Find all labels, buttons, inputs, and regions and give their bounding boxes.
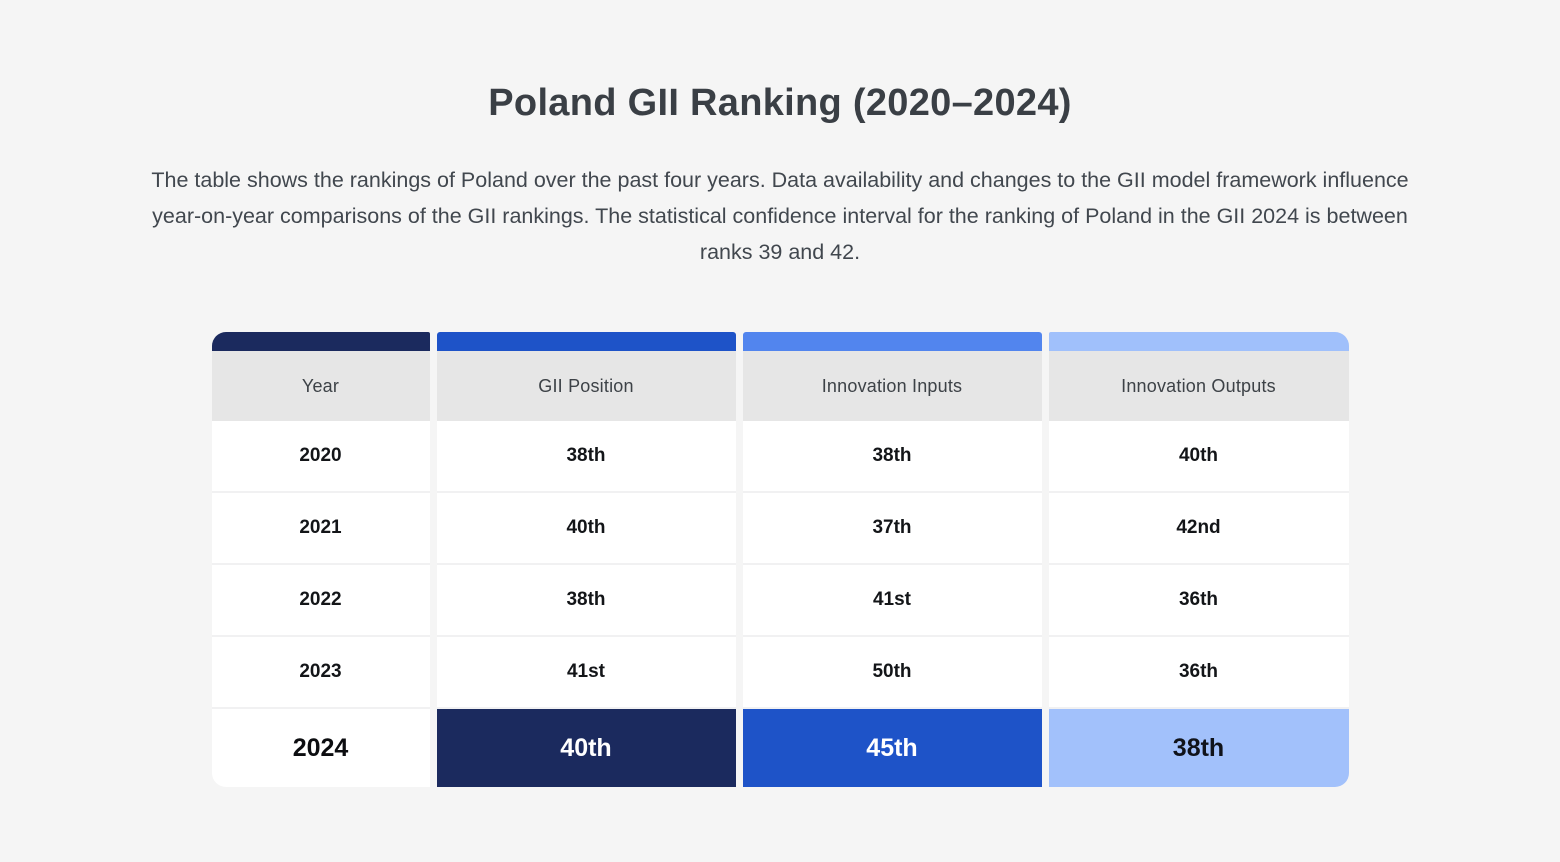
highlight-cell-2024-gii: 40th [436, 709, 736, 787]
cell-2023-outputs: 36th [1048, 637, 1349, 709]
cell-2021-outputs: 42nd [1048, 493, 1349, 565]
cell-2022-year: 2022 [211, 565, 430, 637]
highlight-cell-2024-inputs: 45th [742, 709, 1042, 787]
cell-2021-inputs: 37th [742, 493, 1042, 565]
column-strip-gii [436, 332, 736, 351]
gii-ranking-table: Year GII Position Innovation Inputs Inno… [211, 332, 1349, 787]
page-title: Poland GII Ranking (2020–2024) [488, 82, 1072, 124]
highlight-cell-2024-year: 2024 [211, 709, 430, 787]
column-strip-inputs [742, 332, 1042, 351]
header-cell-gii: GII Position [436, 351, 736, 421]
cell-2022-gii: 38th [436, 565, 736, 637]
cell-2022-inputs: 41st [742, 565, 1042, 637]
cell-2020-gii: 38th [436, 421, 736, 493]
highlight-cell-2024-outputs: 38th [1048, 709, 1349, 787]
cell-2023-gii: 41st [436, 637, 736, 709]
cell-2023-inputs: 50th [742, 637, 1042, 709]
header-cell-outputs: Innovation Outputs [1048, 351, 1349, 421]
header-cell-year: Year [211, 351, 430, 421]
header-cell-inputs: Innovation Inputs [742, 351, 1042, 421]
page-description: The table shows the rankings of Poland o… [151, 168, 1409, 264]
cell-2020-outputs: 40th [1048, 421, 1349, 493]
cell-2021-year: 2021 [211, 493, 430, 565]
cell-2022-outputs: 36th [1048, 565, 1349, 637]
cell-2023-year: 2023 [211, 637, 430, 709]
column-strip-outputs [1048, 332, 1349, 351]
column-strip-year [211, 332, 430, 351]
cell-2020-inputs: 38th [742, 421, 1042, 493]
cell-2021-gii: 40th [436, 493, 736, 565]
cell-2020-year: 2020 [211, 421, 430, 493]
